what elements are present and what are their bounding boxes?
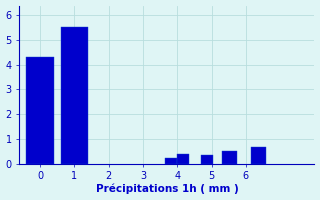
Bar [60, 27, 88, 164]
Bar [177, 154, 189, 164]
Bar [251, 147, 267, 164]
Bar [222, 151, 237, 164]
Bar [201, 155, 213, 164]
Bar [165, 158, 177, 164]
Bar [26, 57, 54, 164]
X-axis label: Précipitations 1h ( mm ): Précipitations 1h ( mm ) [96, 184, 238, 194]
